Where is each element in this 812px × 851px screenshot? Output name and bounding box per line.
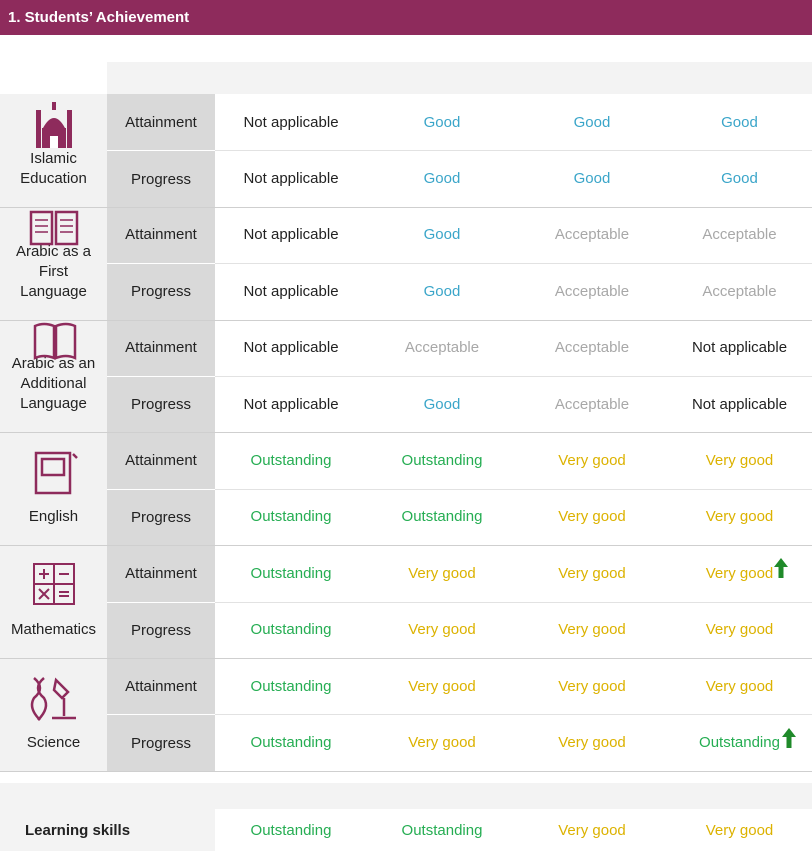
rating-cell: Very good <box>558 821 626 839</box>
rating-cell: Very good <box>408 564 476 582</box>
rating-cell: Not applicable <box>243 226 339 244</box>
row-type: Progress <box>107 601 215 658</box>
rating-cell: Very good <box>408 621 476 639</box>
row-type: Progress <box>107 714 215 771</box>
rating-cell: Not applicable <box>243 395 339 413</box>
row-type: Attainment <box>107 545 215 602</box>
row-type: Attainment <box>107 658 215 715</box>
rating-cell: Very good <box>558 677 626 695</box>
group-divider <box>0 206 812 208</box>
rating-cell: Outstanding <box>699 734 780 752</box>
row-divider <box>215 714 812 716</box>
rating-cell: Very good <box>558 508 626 526</box>
rating-cell: Very good <box>705 621 774 639</box>
mosque-icon <box>36 102 72 148</box>
rating-cell: Not applicable <box>243 170 339 188</box>
subject-cell: Arabic as a First Language <box>0 206 107 320</box>
section-title: 1. Students’ Achievement <box>0 0 812 35</box>
row-type: Progress <box>107 376 215 433</box>
rating-cell: Very good <box>705 564 774 582</box>
row-type: Progress <box>107 488 215 546</box>
rating-cell: Good <box>423 170 461 188</box>
rating-cell: Very good <box>558 564 626 582</box>
book-icon <box>29 210 79 246</box>
rating-cell: Very good <box>705 821 774 839</box>
group-divider <box>0 319 812 321</box>
rating-cell: Not applicable <box>243 113 339 131</box>
rating-cell: Outstanding <box>401 452 483 470</box>
rating-cell: Acceptable <box>554 395 630 413</box>
science-icon <box>30 677 76 721</box>
rating-cell: Good <box>721 113 758 131</box>
row-type: Attainment <box>107 94 215 151</box>
header-row <box>107 62 812 94</box>
rating-cell: Very good <box>705 508 774 526</box>
up-arrow <box>774 558 788 578</box>
rating-cell: Outstanding <box>401 821 483 839</box>
row-divider <box>215 150 812 152</box>
subject-cell: Islamic Education <box>0 94 107 207</box>
rating-cell: Good <box>423 113 461 131</box>
rating-cell: Acceptable <box>702 282 777 300</box>
row-type: Progress <box>107 150 215 207</box>
up-arrow <box>782 728 796 748</box>
rating-cell: Very good <box>558 452 626 470</box>
group-divider <box>0 770 812 772</box>
book-icon <box>33 322 77 360</box>
rating-cell: Very good <box>558 734 626 752</box>
row-divider <box>215 601 812 603</box>
rating-cell: Acceptable <box>702 226 777 244</box>
rating-cell: Very good <box>705 452 774 470</box>
rating-cell: Outstanding <box>250 452 332 470</box>
row-type: Attainment <box>107 319 215 376</box>
rating-cell: Good <box>423 282 461 300</box>
row-divider <box>215 263 812 265</box>
rating-cell: Outstanding <box>250 821 332 839</box>
rating-cell: Good <box>721 170 758 188</box>
rating-cell: Good <box>573 170 611 188</box>
subject-cell: English <box>0 432 107 546</box>
group-divider <box>0 432 812 434</box>
group-divider <box>0 545 812 547</box>
rating-cell: Not applicable <box>691 339 788 357</box>
rating-cell: Outstanding <box>250 508 332 526</box>
rating-cell: Very good <box>558 621 626 639</box>
rating-cell: Not applicable <box>243 339 339 357</box>
rating-cell: Not applicable <box>243 282 339 300</box>
rating-cell: Good <box>423 395 461 413</box>
rating-cell: Very good <box>705 677 774 695</box>
rating-cell: Acceptable <box>554 226 630 244</box>
rating-cell: Very good <box>408 677 476 695</box>
rating-cell: Good <box>423 226 461 244</box>
rating-cell: Outstanding <box>250 677 332 695</box>
rating-cell: Outstanding <box>401 508 483 526</box>
rating-cell: Outstanding <box>250 621 332 639</box>
rating-cell: Acceptable <box>554 282 630 300</box>
rating-cell: Very good <box>408 734 476 752</box>
rating-cell: Not applicable <box>691 395 788 413</box>
skills-label: Learning skills <box>0 809 215 851</box>
row-type: Attainment <box>107 206 215 264</box>
row-divider <box>215 376 812 377</box>
group-divider <box>0 658 812 659</box>
subject-cell: Science <box>0 658 107 771</box>
rating-cell: Good <box>573 113 611 131</box>
rating-cell: Outstanding <box>250 734 332 752</box>
rating-cell: Acceptable <box>554 339 630 357</box>
row-type: Progress <box>107 263 215 320</box>
row-divider <box>215 488 812 490</box>
header-row <box>0 783 812 809</box>
row-type: Attainment <box>107 432 215 489</box>
abc-icon <box>34 451 78 495</box>
rating-cell: Acceptable <box>404 339 480 357</box>
rating-cell: Outstanding <box>250 564 332 582</box>
math-icon <box>33 563 75 605</box>
